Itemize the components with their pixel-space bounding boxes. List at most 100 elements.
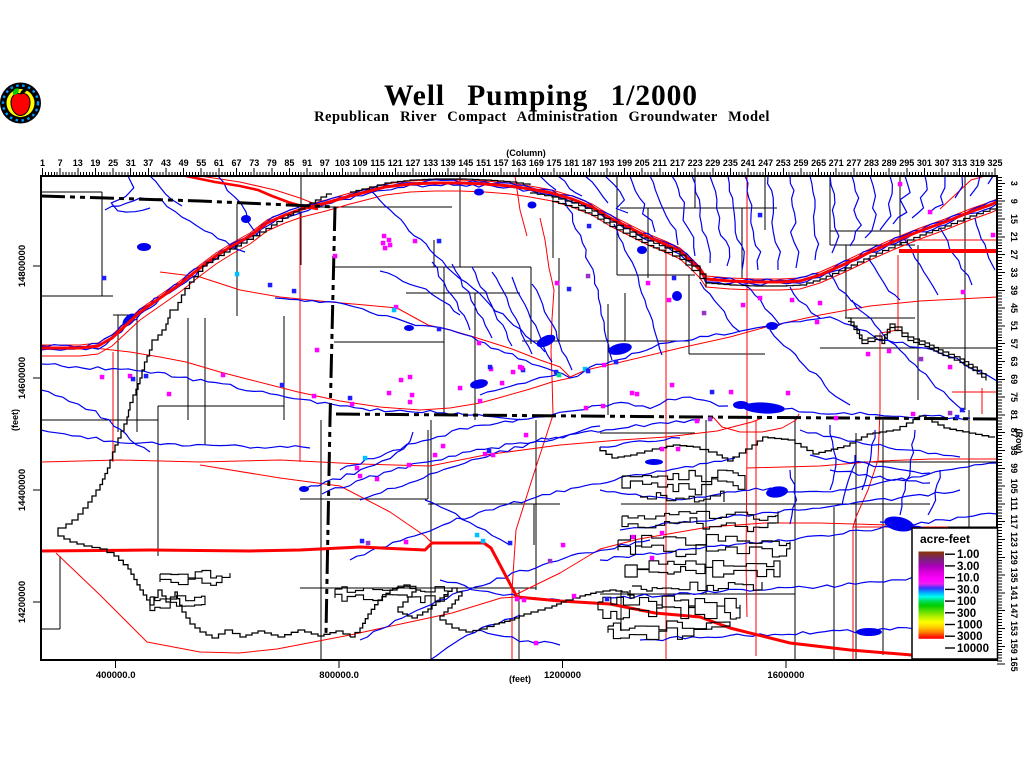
- svg-text:115: 115: [370, 158, 385, 168]
- svg-text:283: 283: [864, 158, 879, 168]
- svg-text:33: 33: [1009, 267, 1019, 277]
- svg-text:97: 97: [320, 158, 330, 168]
- svg-text:31: 31: [126, 158, 136, 168]
- svg-text:79: 79: [267, 158, 277, 168]
- svg-text:100: 100: [957, 596, 976, 608]
- svg-text:3.00: 3.00: [957, 561, 979, 573]
- svg-text:10000: 10000: [957, 643, 989, 655]
- svg-text:1200000: 1200000: [544, 670, 581, 681]
- svg-text:61: 61: [214, 158, 224, 168]
- svg-text:123: 123: [1009, 532, 1019, 547]
- svg-text:247: 247: [758, 158, 773, 168]
- svg-text:325: 325: [987, 158, 1002, 168]
- svg-text:37: 37: [143, 158, 153, 168]
- svg-text:301: 301: [917, 158, 932, 168]
- svg-text:Well Pumping 1/2000: Well Pumping 1/2000: [384, 80, 698, 112]
- svg-text:135: 135: [1009, 568, 1019, 583]
- svg-text:151: 151: [476, 158, 491, 168]
- svg-text:127: 127: [405, 158, 420, 168]
- svg-text:acre-feet: acre-feet: [920, 532, 970, 546]
- svg-text:109: 109: [352, 158, 367, 168]
- svg-text:(feet): (feet): [509, 674, 531, 684]
- svg-text:205: 205: [635, 158, 650, 168]
- svg-text:145: 145: [458, 158, 473, 168]
- svg-text:51: 51: [1009, 321, 1019, 331]
- svg-text:57: 57: [1009, 339, 1019, 349]
- svg-text:7: 7: [58, 158, 63, 168]
- svg-text:181: 181: [564, 158, 579, 168]
- svg-text:169: 169: [529, 158, 544, 168]
- svg-text:85: 85: [284, 158, 294, 168]
- svg-text:103: 103: [335, 158, 350, 168]
- svg-text:14400000: 14400000: [17, 469, 28, 511]
- svg-text:45: 45: [1009, 303, 1019, 313]
- svg-text:39: 39: [1009, 285, 1019, 295]
- svg-text:193: 193: [599, 158, 614, 168]
- svg-text:(Row): (Row): [1014, 429, 1024, 454]
- svg-text:153: 153: [1009, 621, 1019, 636]
- svg-text:99: 99: [1009, 463, 1019, 473]
- svg-text:3: 3: [1009, 181, 1019, 186]
- svg-text:295: 295: [899, 158, 914, 168]
- svg-text:300: 300: [957, 608, 976, 620]
- svg-text:75: 75: [1009, 392, 1019, 402]
- svg-text:Republican River Compact Admin: Republican River Compact Administration …: [314, 109, 770, 125]
- svg-text:271: 271: [829, 158, 844, 168]
- svg-text:277: 277: [846, 158, 861, 168]
- svg-text:159: 159: [1009, 639, 1019, 654]
- svg-text:400000.0: 400000.0: [96, 670, 136, 681]
- svg-text:117: 117: [1009, 514, 1019, 529]
- svg-text:73: 73: [249, 158, 259, 168]
- svg-text:147: 147: [1009, 603, 1019, 618]
- svg-text:9: 9: [1009, 199, 1019, 204]
- svg-text:199: 199: [617, 158, 632, 168]
- svg-text:(Column): (Column): [506, 148, 546, 158]
- svg-text:25: 25: [108, 158, 118, 168]
- svg-text:1.00: 1.00: [957, 549, 979, 561]
- svg-text:139: 139: [441, 158, 456, 168]
- svg-text:27: 27: [1009, 250, 1019, 260]
- svg-text:43: 43: [161, 158, 171, 168]
- svg-text:223: 223: [688, 158, 703, 168]
- svg-text:(feet): (feet): [10, 409, 20, 431]
- svg-text:49: 49: [179, 158, 189, 168]
- svg-text:217: 217: [670, 158, 685, 168]
- svg-text:10.0: 10.0: [957, 573, 979, 585]
- svg-text:14800000: 14800000: [17, 245, 28, 287]
- svg-text:800000.0: 800000.0: [319, 670, 359, 681]
- svg-text:1: 1: [40, 158, 45, 168]
- svg-text:1600000: 1600000: [767, 670, 804, 681]
- svg-text:259: 259: [793, 158, 808, 168]
- svg-text:13: 13: [73, 158, 83, 168]
- svg-text:93: 93: [1009, 445, 1019, 455]
- svg-text:81: 81: [1009, 410, 1019, 420]
- svg-text:129: 129: [1009, 550, 1019, 565]
- svg-text:19: 19: [90, 158, 100, 168]
- svg-text:289: 289: [882, 158, 897, 168]
- svg-text:163: 163: [511, 158, 526, 168]
- svg-text:157: 157: [494, 158, 509, 168]
- svg-text:111: 111: [1009, 497, 1019, 511]
- svg-text:63: 63: [1009, 356, 1019, 366]
- svg-text:14200000: 14200000: [17, 581, 28, 623]
- svg-text:67: 67: [231, 158, 241, 168]
- svg-text:15: 15: [1009, 214, 1019, 224]
- svg-text:87: 87: [1009, 428, 1019, 438]
- svg-text:69: 69: [1009, 374, 1019, 384]
- svg-text:187: 187: [582, 158, 597, 168]
- svg-text:55: 55: [196, 158, 206, 168]
- svg-text:235: 235: [723, 158, 738, 168]
- svg-text:1000: 1000: [957, 620, 983, 632]
- svg-text:253: 253: [776, 158, 791, 168]
- svg-text:21: 21: [1009, 232, 1019, 242]
- svg-text:241: 241: [741, 158, 756, 168]
- svg-text:307: 307: [935, 158, 950, 168]
- svg-text:91: 91: [302, 158, 312, 168]
- svg-text:133: 133: [423, 158, 438, 168]
- svg-text:30.0: 30.0: [957, 584, 979, 596]
- svg-text:229: 229: [705, 158, 720, 168]
- svg-text:141: 141: [1009, 585, 1019, 600]
- svg-text:211: 211: [653, 158, 668, 168]
- svg-text:105: 105: [1009, 479, 1019, 494]
- svg-text:319: 319: [970, 158, 985, 168]
